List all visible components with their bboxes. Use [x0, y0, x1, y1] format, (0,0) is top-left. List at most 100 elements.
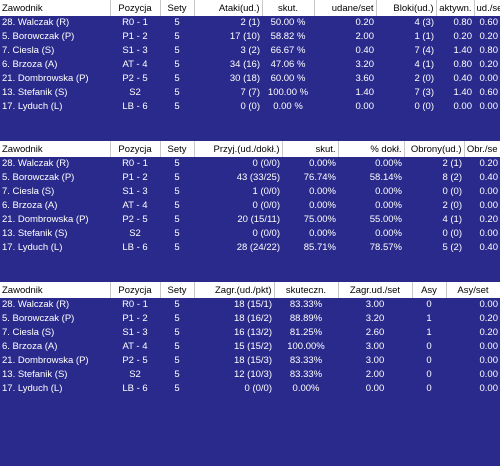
- column-header-zawodnik[interactable]: Zawodnik: [0, 141, 111, 157]
- aces-per-set-cell: 0.20: [479, 327, 499, 338]
- sets-cell: 5: [174, 299, 180, 310]
- column-header-sety[interactable]: Sety: [160, 0, 195, 16]
- table-row[interactable]: 7. Ciesla (S) S1 - 3 5 16 (13/2) 81.25% 2.60 1…: [0, 326, 500, 340]
- sets-cell: 5: [174, 186, 180, 197]
- table-row[interactable]: 21. Dombrowska (P) P2 - 5 5 30 (18) 60.00 % 3…: [0, 72, 500, 86]
- column-header-asy-set[interactable]: Asy/set: [446, 282, 500, 298]
- table-row[interactable]: 21. Dombrowska (P) P2 - 5 5 20 (15/11) 75.00…: [0, 213, 500, 227]
- player-name-cell: 5. Borowczak (P): [2, 31, 75, 42]
- table-row[interactable]: 7. Ciesla (S) S1 - 3 5 3 (2) 66.67 % 0.40 7 (4…: [0, 44, 500, 58]
- table-row[interactable]: 5. Borowczak (P) P1 - 2 5 18 (16/2) 88.89% 3.…: [0, 312, 500, 326]
- attacks-per-set-cell: 3.60: [355, 73, 375, 84]
- sets-cell: 5: [174, 214, 180, 225]
- blocks-per-set-cell: 0.80: [479, 45, 499, 56]
- sets-cell: 5: [174, 383, 180, 394]
- player-name-cell: 21. Dombrowska (P): [2, 355, 89, 366]
- table-row[interactable]: 7. Ciesla (S) S1 - 3 5 1 (0/0) 0.00% 0.00% 0 (…: [0, 185, 500, 199]
- column-header-obrony[interactable]: Obrony(ud.): [404, 141, 465, 157]
- aces-cell: 0: [426, 341, 432, 352]
- column-header-skuteczn[interactable]: skuteczn.: [274, 282, 339, 298]
- column-header-ataki[interactable]: Ataki(ud.): [194, 0, 263, 16]
- reception-accuracy-cell: 0.00%: [375, 158, 402, 169]
- sets-cell: 5: [174, 45, 180, 56]
- serves-per-set-cell: 2.60: [365, 327, 385, 338]
- blocks-cell: 4 (3): [414, 17, 434, 28]
- serve-efficiency-cell: 100.00%: [287, 341, 325, 352]
- table-row[interactable]: 21. Dombrowska (P) P2 - 5 5 18 (15/3) 83.33%…: [0, 354, 500, 368]
- table-row[interactable]: 13. Stefanik (S) S2 5 7 (7) 100.00 % 1.40 7 (3…: [0, 86, 500, 100]
- column-header-aktywn[interactable]: aktywn.: [436, 0, 475, 16]
- column-header-ud-set[interactable]: ud./se: [474, 0, 500, 16]
- table-row[interactable]: 5. Borowczak (P) P1 - 2 5 43 (33/25) 76.74% 5…: [0, 171, 500, 185]
- activity-cell: 1.40: [453, 45, 473, 56]
- column-header-sety[interactable]: Sety: [160, 282, 195, 298]
- serve-efficiency-cell: 83.33%: [289, 355, 323, 366]
- sets-cell: 5: [174, 200, 180, 211]
- column-header-udane-set[interactable]: udane/set: [314, 0, 377, 16]
- player-name-cell: 13. Stefanik (S): [2, 228, 68, 239]
- table-row[interactable]: 17. Lyduch (L) LB - 6 5 0 (0) 0.00 % 0.00 0 (0…: [0, 100, 500, 114]
- reception-efficiency-cell: 0.00%: [309, 200, 336, 211]
- table-row[interactable]: 17. Lyduch (L) LB - 6 5 0 (0/0) 0.00% 0.00 0 0.…: [0, 382, 500, 396]
- column-header-pozycja[interactable]: Pozycja: [110, 141, 161, 157]
- blocks-per-set-cell: 0.20: [479, 59, 499, 70]
- serves-per-set-cell: 3.00: [365, 341, 385, 352]
- blocks-cell: 4 (1): [414, 59, 434, 70]
- table-row[interactable]: 5. Borowczak (P) P1 - 2 5 17 (10) 58.82 % 2.0…: [0, 30, 500, 44]
- aces-cell: 1: [426, 313, 432, 324]
- serve-efficiency-cell: 81.25%: [289, 327, 323, 338]
- sets-cell: 5: [174, 327, 180, 338]
- table-row[interactable]: 6. Brzoza (A) AT - 4 5 15 (15/2) 100.00% 3.00…: [0, 340, 500, 354]
- table-row[interactable]: 17. Lyduch (L) LB - 6 5 28 (24/22) 85.71% 78.…: [0, 241, 500, 255]
- defenses-per-set-cell: 0.00: [479, 228, 499, 239]
- column-header-procent-dokl[interactable]: % dokł.: [338, 141, 405, 157]
- activity-cell: 0.80: [453, 17, 473, 28]
- aces-per-set-cell: 0.00: [479, 299, 499, 310]
- serves-cell: 15 (15/2): [233, 341, 272, 352]
- table-row[interactable]: 13. Stefanik (S) S2 5 0 (0/0) 0.00% 0.00% 0 (0…: [0, 227, 500, 241]
- table-row[interactable]: 28. Walczak (R) R0 - 1 5 2 (1) 50.00 % 0.20 4 …: [0, 16, 500, 30]
- position-cell: LB - 6: [122, 383, 148, 394]
- column-header-bloki[interactable]: Bloki(ud.): [376, 0, 437, 16]
- table-row[interactable]: 13. Stefanik (S) S2 5 12 (10/3) 83.33% 2.00 0 0…: [0, 368, 500, 382]
- column-header-zagr-ud-set[interactable]: Zagr.ud./set: [338, 282, 413, 298]
- defenses-cell: 8 (2): [442, 172, 462, 183]
- defenses-per-set-cell: 0.20: [479, 214, 499, 225]
- column-header-zagrywka[interactable]: Zagr.(ud./pkt): [194, 282, 275, 298]
- serve-efficiency-cell: 83.33%: [289, 369, 323, 380]
- attack-efficiency-cell: 66.67 %: [270, 45, 306, 56]
- position-cell: AT - 4: [122, 341, 148, 352]
- blocks-per-set-cell: 0.00: [479, 73, 499, 84]
- player-name-cell: 28. Walczak (R): [2, 17, 70, 28]
- table-row[interactable]: 28. Walczak (R) R0 - 1 5 18 (15/1) 83.33% 3.0…: [0, 298, 500, 312]
- column-header-skut[interactable]: skut.: [262, 0, 315, 16]
- position-cell: AT - 4: [122, 200, 148, 211]
- column-header-pozycja[interactable]: Pozycja: [110, 0, 161, 16]
- aces-per-set-cell: 0.20: [479, 313, 499, 324]
- player-name-cell: 5. Borowczak (P): [2, 172, 75, 183]
- defenses-cell: 5 (2): [442, 242, 462, 253]
- column-header-skut[interactable]: skut.: [282, 141, 339, 157]
- attacks-per-set-cell: 1.40: [355, 87, 375, 98]
- player-name-cell: 17. Lyduch (L): [2, 242, 63, 253]
- position-cell: S2: [129, 369, 141, 380]
- attacks-per-set-cell: 2.00: [355, 31, 375, 42]
- reception-accuracy-cell: 0.00%: [375, 186, 402, 197]
- column-header-obr-set[interactable]: Obr./se: [464, 141, 500, 157]
- table-row[interactable]: 6. Brzoza (A) AT - 4 5 0 (0/0) 0.00% 0.00% 2 (…: [0, 199, 500, 213]
- position-cell: S1 - 3: [122, 45, 148, 56]
- reception-accuracy-cell: 55.00%: [369, 214, 402, 225]
- column-header-zawodnik[interactable]: Zawodnik: [0, 0, 111, 16]
- player-name-cell: 21. Dombrowska (P): [2, 73, 89, 84]
- column-header-asy[interactable]: Asy: [412, 282, 447, 298]
- player-name-cell: 17. Lyduch (L): [2, 101, 63, 112]
- sets-cell: 5: [174, 59, 180, 70]
- activity-cell: 0.00: [453, 101, 473, 112]
- column-header-zawodnik[interactable]: Zawodnik: [0, 282, 111, 298]
- table-header-row: Zawodnik Pozycja Sety Zagr.(ud./pkt) sku…: [0, 282, 500, 298]
- table-row[interactable]: 28. Walczak (R) R0 - 1 5 0 (0/0) 0.00% 0.00% 2…: [0, 157, 500, 171]
- column-header-sety[interactable]: Sety: [160, 141, 195, 157]
- table-row[interactable]: 6. Brzoza (A) AT - 4 5 34 (16) 47.06 % 3.20 4 …: [0, 58, 500, 72]
- column-header-pozycja[interactable]: Pozycja: [110, 282, 161, 298]
- column-header-przyjecie[interactable]: Przyj.(ud./dokł.): [194, 141, 283, 157]
